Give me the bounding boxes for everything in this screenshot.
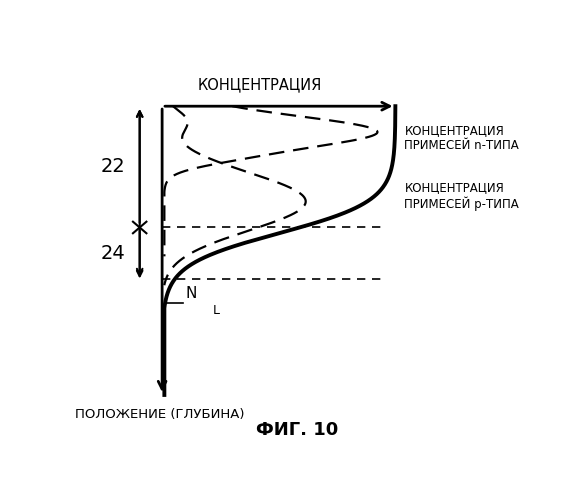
Text: 24: 24: [100, 244, 125, 263]
Text: 22: 22: [100, 158, 125, 176]
Text: КОНЦЕНТРАЦИЯ: КОНЦЕНТРАЦИЯ: [198, 78, 323, 92]
Text: L: L: [212, 304, 219, 318]
Text: ФИГ. 10: ФИГ. 10: [255, 421, 338, 439]
Text: N: N: [185, 286, 197, 300]
Text: КОНЦЕНТРАЦИЯ
ПРИМЕСЕЙ р-ТИПА: КОНЦЕНТРАЦИЯ ПРИМЕСЕЙ р-ТИПА: [404, 181, 519, 210]
Text: КОНЦЕНТРАЦИЯ
ПРИМЕСЕЙ n-ТИПА: КОНЦЕНТРАЦИЯ ПРИМЕСЕЙ n-ТИПА: [404, 124, 519, 152]
Text: ПОЛОЖЕНИЕ (ГЛУБИНА): ПОЛОЖЕНИЕ (ГЛУБИНА): [75, 408, 244, 420]
